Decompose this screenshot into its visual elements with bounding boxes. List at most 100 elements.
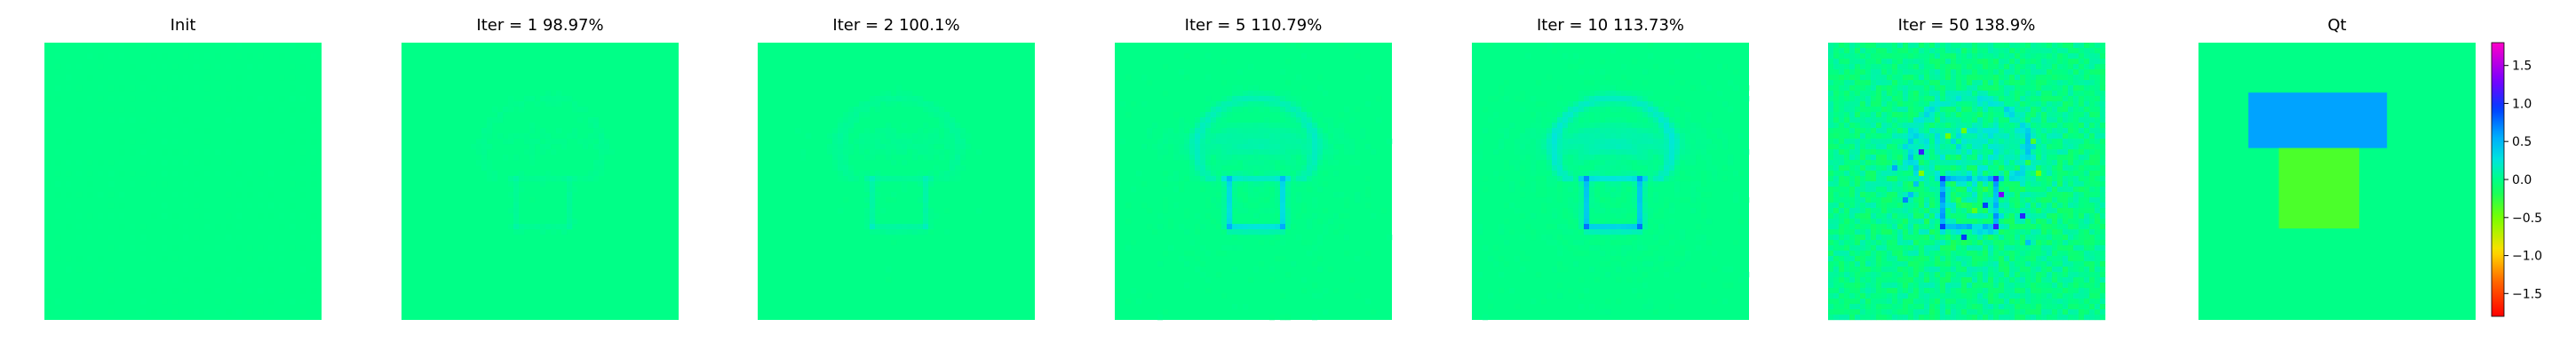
heatmap-cell <box>1626 240 1633 246</box>
heatmap-cell <box>1504 203 1510 209</box>
heatmap-cell <box>1935 91 1941 97</box>
heatmap-cell <box>2100 96 2106 102</box>
heatmap-cell <box>1520 267 1526 273</box>
heatmap-cell <box>1312 203 1318 209</box>
heatmap-cell <box>2095 85 2101 92</box>
heatmap-cell <box>1195 256 1201 262</box>
heatmap-cell <box>1871 133 1877 140</box>
heatmap-cell <box>1685 112 1691 118</box>
heatmap-cell <box>1908 160 1914 166</box>
heatmap-cell <box>2063 59 2069 65</box>
heatmap-cell <box>1653 213 1659 219</box>
heatmap-cell <box>1956 144 1962 150</box>
heatmap-cell <box>1221 219 1228 225</box>
heatmap-cell <box>1935 235 1941 241</box>
heatmap-cell <box>1594 187 1601 193</box>
heatmap-cell <box>1664 203 1670 209</box>
heatmap-cell <box>268 277 274 283</box>
heatmap-cell <box>2084 197 2090 203</box>
heatmap-cell <box>1648 304 1654 310</box>
heatmap-cell <box>1205 197 1212 203</box>
heatmap-cell <box>1584 133 1590 140</box>
heatmap-cell <box>1355 192 1361 198</box>
heatmap-cell <box>1839 192 1845 198</box>
heatmap-cell <box>1157 149 1164 156</box>
heatmap-cell <box>1296 165 1302 172</box>
heatmap-cell <box>864 197 871 203</box>
heatmap-cell <box>1557 283 1563 289</box>
heatmap-cell <box>886 267 892 273</box>
heatmap-cell <box>513 133 520 140</box>
heatmap-cell <box>1988 117 1994 124</box>
heatmap-cell <box>524 149 530 156</box>
heatmap-cell <box>1706 85 1713 92</box>
heatmap-cell <box>513 213 520 219</box>
heatmap-cell <box>1552 123 1558 129</box>
heatmap-cell <box>1897 219 1904 225</box>
heatmap-cell <box>1876 117 1882 124</box>
heatmap-cell <box>215 149 221 156</box>
heatmap-cell <box>226 96 232 102</box>
heatmap-cell <box>1961 176 1968 182</box>
heatmap-cell <box>2052 192 2058 198</box>
heatmap-cell <box>1977 48 1984 54</box>
heatmap-cell <box>1871 213 1877 219</box>
heatmap-cell <box>2063 43 2069 49</box>
heatmap-cell <box>870 213 876 219</box>
heatmap-cell <box>2047 235 2053 241</box>
heatmap-cell <box>1216 192 1222 198</box>
heatmap-cell <box>2052 101 2058 108</box>
heatmap-cell <box>1205 107 1212 113</box>
heatmap-cell <box>1855 261 1861 267</box>
heatmap-cell <box>1291 261 1297 267</box>
heatmap-cell <box>2031 251 2037 257</box>
heatmap-cell <box>1557 267 1563 273</box>
heatmap-cell <box>2009 53 2015 60</box>
heatmap-cell <box>1264 229 1270 235</box>
heatmap-cell <box>1637 203 1643 209</box>
heatmap-cell <box>1259 128 1265 134</box>
heatmap-cell <box>1285 160 1292 166</box>
heatmap-cell <box>1865 43 1872 49</box>
heatmap-cell <box>2073 144 2079 150</box>
heatmap-cell <box>226 309 232 315</box>
heatmap-cell <box>1296 123 1302 129</box>
heatmap-cell <box>2100 219 2106 225</box>
heatmap-cell <box>1301 208 1308 214</box>
heatmap-cell <box>98 224 104 230</box>
heatmap-cell <box>1940 224 1946 230</box>
heatmap-cell <box>1903 80 1909 86</box>
heatmap-cell <box>247 288 253 294</box>
heatmap-cell <box>2041 117 2047 124</box>
heatmap-cell <box>944 117 950 124</box>
heatmap-cell <box>140 107 147 113</box>
heatmap-cell <box>1956 176 1962 182</box>
heatmap-cell <box>1291 112 1297 118</box>
heatmap-cell <box>1120 139 1126 145</box>
heatmap-cell <box>519 224 525 230</box>
heatmap-cell <box>130 139 136 145</box>
heatmap-cell <box>172 309 179 315</box>
heatmap-cell <box>1945 213 1952 219</box>
heatmap-cell <box>204 288 211 294</box>
heatmap-cell <box>1999 59 2005 65</box>
heatmap-cell <box>1600 123 1606 129</box>
heatmap-cell <box>1312 165 1318 172</box>
heatmap-cell <box>1291 139 1297 145</box>
heatmap-cell <box>1967 165 1973 172</box>
heatmap-cell <box>2031 155 2037 161</box>
heatmap-cell <box>1983 197 1989 203</box>
heatmap-cell <box>1871 59 1877 65</box>
heatmap-cell <box>1887 69 1893 76</box>
heatmap-cell <box>1291 128 1297 134</box>
heatmap-cell <box>1844 235 1850 241</box>
heatmap-cell <box>1977 144 1984 150</box>
heatmap-cell <box>864 133 871 140</box>
heatmap-cell <box>2047 69 2053 76</box>
heatmap-cell <box>1594 96 1601 102</box>
heatmap-cell <box>1195 213 1201 219</box>
heatmap-cell <box>2089 219 2095 225</box>
heatmap-cell <box>1232 144 1238 150</box>
heatmap-cell <box>529 96 536 102</box>
heatmap-cell <box>290 149 296 156</box>
